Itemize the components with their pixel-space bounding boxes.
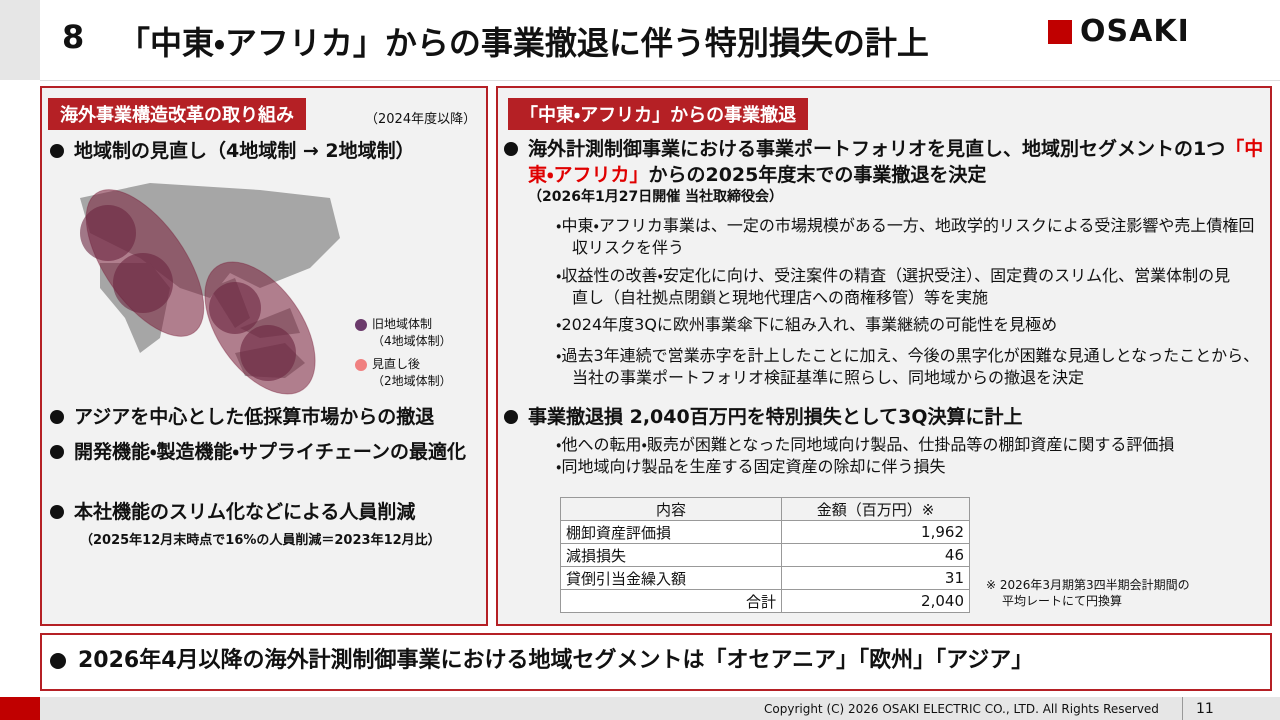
cell: 31 — [781, 566, 970, 590]
legend-label: 見直し後 （2地域体制） — [372, 356, 452, 390]
tag: 「中東・アフリカ」からの事業撤退 — [508, 98, 809, 130]
cell: 棚卸資産評価損 — [560, 520, 782, 544]
cell: 合計 — [560, 589, 782, 613]
logo-mark — [1048, 20, 1072, 44]
bullet: 地域制の見直し（4地域制 → 2地域制） — [48, 138, 494, 164]
tag-note: （2024年度以降） — [365, 112, 477, 127]
text: 海外計測制御事業における事業ポートフォリオを見直し、地域別セグメントの1つ — [528, 138, 1226, 160]
sub-bullet: ・他への転用・販売が困難となった同地域向け製品、仕掛品等の棚卸資産に関する評価損 — [556, 435, 1175, 454]
copyright: Copyright (C) 2026 OSAKI ELECTRIC CO., L… — [764, 702, 1159, 716]
map — [80, 183, 340, 395]
cell: 1,962 — [781, 520, 970, 544]
sub-bullet: ・同地域向け製品を生産する固定資産の除却に伴う損失 — [556, 457, 946, 476]
text: 開発機能・製造機能・サプライチェーンの最適化 — [74, 441, 466, 463]
note: （2025年12月末時点で16%の人員削減＝2023年12月比） — [80, 533, 441, 548]
corner — [0, 0, 40, 80]
footer-bar — [0, 697, 1280, 720]
line: 平均レートにて円換算 — [1002, 594, 1123, 608]
loss-table: 内容 金額（百万円）※ 棚卸資産評価損 1,962 減損損失 46 貸倒引当金繰入額 3… — [560, 497, 970, 613]
header-cell: 金額（百万円）※ — [781, 497, 970, 521]
text: 2026年4月以降の海外計測制御事業における地域セグメントは「オセアニア」「欧州… — [78, 648, 1034, 673]
text: からの2025年度末での事業撤退を決定 — [648, 164, 987, 186]
bullet: 本社機能のスリム化などによる人員削減 — [48, 499, 494, 525]
footer-mark — [0, 697, 40, 720]
text: 本社機能のスリム化などによる人員削減 — [74, 501, 416, 523]
legend-label: 旧地域体制 （4地域体制） — [372, 316, 452, 350]
bottom-panel — [40, 633, 1272, 691]
cell: 貸倒引当金繰入額 — [560, 566, 782, 590]
legend-dot — [355, 319, 367, 331]
cell: 減損損失 — [560, 543, 782, 567]
tag: 海外事業構造改革の取り組み — [48, 98, 306, 130]
table-note: ※ 2026年3月期第3四半期会計期間の平均レートにて円換算 — [986, 577, 1190, 609]
line: 見直し後 — [372, 357, 421, 371]
sub-bullet: ・2024年度3Qに欧州事業傘下に組み入れ、事業継続の可能性を見極め — [556, 315, 1058, 334]
header-cell: 内容 — [560, 497, 782, 521]
rule — [40, 80, 1280, 81]
bullet: 海外計測制御事業における事業ポートフォリオを見直し、地域別セグメントの1つ「中東… — [502, 136, 1268, 188]
line: ※ 2026年3月期第3四半期会計期間の — [986, 578, 1190, 592]
logo: OSAKI — [1080, 14, 1190, 49]
line: （2地域体制） — [372, 374, 452, 388]
line: 旧地域体制 — [372, 317, 433, 331]
note: （2026年1月27日開催 当社取締役会） — [528, 189, 784, 205]
cell: 2,040 — [781, 589, 970, 613]
bullet: アジアを中心とした低採算市場からの撤退 — [48, 404, 494, 430]
text: 事業撤退損 2,040百万円を特別損失として3Q決算に計上 — [528, 406, 1023, 428]
highlight: 「中東・アフリカ」 — [528, 138, 1264, 186]
bottom-bullet: 2026年4月以降の海外計測制御事業における地域セグメントは「オセアニア」「欧州… — [48, 648, 1278, 674]
legend-dot — [355, 359, 367, 371]
slide-number: 8 — [62, 18, 85, 56]
page-number: 11 — [1196, 701, 1214, 717]
sub-bullet: ・収益性の改善・安定化に向け、受注案件の精査（選択受注）、固定費のスリム化、営業… — [556, 266, 1231, 307]
divider — [1182, 697, 1183, 720]
bullet: 開発機能・製造機能・サプライチェーンの最適化 — [48, 439, 474, 465]
slide-title: 「中東・アフリカ」からの事業撤退に伴う特別損失の計上 — [118, 24, 929, 62]
cell: 46 — [781, 543, 970, 567]
sub-bullet: ・中東・アフリカ事業は、一定の市場規模がある一方、地政学的リスクによる受注影響や… — [556, 216, 1255, 257]
line: （4地域体制） — [372, 334, 452, 348]
text: 地域制の見直し（4地域制 → 2地域制） — [74, 140, 415, 162]
text: アジアを中心とした低採算市場からの撤退 — [74, 406, 435, 428]
bullet: 事業撤退損 2,040百万円を特別損失として3Q決算に計上 — [502, 404, 1268, 430]
sub-bullet: ・過去3年連続で営業赤字を計上したことに加え、今後の黒字化が困難な見通しとなった… — [556, 346, 1260, 387]
